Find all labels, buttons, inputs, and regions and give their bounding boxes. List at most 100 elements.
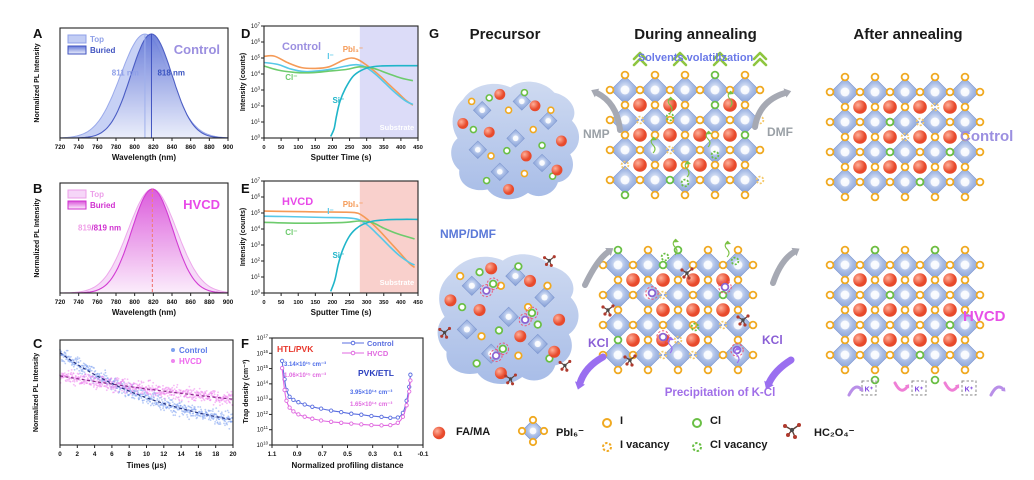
iodine-ion <box>960 192 970 202</box>
data-point <box>79 360 82 362</box>
legend-glyph <box>517 426 527 436</box>
data-point <box>93 367 95 369</box>
data-marker <box>279 365 285 371</box>
data-point <box>99 379 102 381</box>
fa-ma-cation <box>913 130 927 144</box>
data-point <box>95 388 98 391</box>
octahedron-core <box>620 85 630 95</box>
data-point <box>112 388 115 390</box>
data-point <box>72 359 75 362</box>
fit-line <box>59 375 234 400</box>
atom <box>738 322 742 326</box>
iodine-ion <box>487 152 495 160</box>
octahedron-core <box>518 98 525 105</box>
data-point <box>65 380 67 383</box>
trace-pbi3 <box>263 210 416 269</box>
chlorine-ion <box>498 344 508 354</box>
data-marker <box>349 411 354 416</box>
data-point <box>208 396 211 399</box>
atom <box>506 381 510 385</box>
data-point <box>171 411 174 414</box>
atom <box>633 354 637 358</box>
data-point <box>104 378 107 380</box>
data-point <box>194 392 197 394</box>
chlorine-ion <box>718 290 728 300</box>
data-point <box>190 391 193 394</box>
fa-ma-cation <box>853 100 867 114</box>
chlorine-vacancy <box>930 102 940 112</box>
decay-scatter-hvcd <box>59 369 234 407</box>
data-point <box>209 398 212 401</box>
data-point <box>153 402 156 405</box>
legend-top: Top <box>90 190 104 199</box>
fa-ma-cation <box>913 160 927 174</box>
iodine-ion <box>688 320 698 330</box>
iodine-ion <box>455 271 465 281</box>
x-tick-label: 18 <box>212 451 220 458</box>
data-point <box>69 380 72 383</box>
data-point <box>63 360 66 363</box>
data-point <box>104 374 106 377</box>
iodine-ion <box>520 169 529 178</box>
iodine-ion <box>605 145 615 155</box>
data-marker <box>328 419 334 424</box>
iodine-ion <box>643 365 653 375</box>
data-point <box>70 371 73 374</box>
legend-buried: Buried <box>90 46 115 55</box>
series-title: Control <box>282 41 321 53</box>
iodine-ion <box>945 117 955 127</box>
data-point <box>151 402 154 404</box>
fa-ma-cation <box>494 88 506 100</box>
data-point <box>226 423 229 426</box>
fa-ma-cation <box>883 100 897 114</box>
data-point <box>185 406 188 409</box>
data-point <box>152 381 155 384</box>
data-marker <box>339 409 344 415</box>
data-point <box>88 365 91 368</box>
data-point <box>94 377 97 380</box>
data-point <box>192 412 195 415</box>
iodine-ion <box>930 162 940 172</box>
data-point <box>124 395 127 398</box>
data-point <box>224 410 227 413</box>
iodine-ion <box>825 117 835 127</box>
data-point <box>148 389 151 392</box>
legend-label-oxalate: HC₂O₄⁻ <box>814 427 855 439</box>
iodine-ion <box>688 290 698 300</box>
data-point <box>169 394 171 396</box>
data-point <box>78 369 81 372</box>
iodine-ion <box>825 320 835 330</box>
k-plus-box <box>861 380 877 396</box>
squiggle-head <box>651 137 657 141</box>
data-point <box>113 379 116 381</box>
iodine-ion <box>975 117 985 127</box>
iodine-ion <box>975 177 985 187</box>
x-tick-label: 100 <box>293 300 303 306</box>
data-point <box>67 380 69 382</box>
iodine-ion <box>665 85 675 95</box>
data-point <box>91 365 93 368</box>
data-point <box>73 380 76 383</box>
data-point <box>115 382 118 385</box>
data-point <box>80 375 82 377</box>
octahedron-core <box>900 87 910 97</box>
iodine-ion <box>825 260 835 270</box>
data-point <box>193 410 195 413</box>
fa-ma-cation <box>943 333 957 347</box>
data-point <box>77 373 80 376</box>
y-tick-label: 1011 <box>257 425 269 434</box>
octahedron-core <box>900 147 910 157</box>
data-point <box>98 378 100 381</box>
fa-ma-cation <box>883 333 897 347</box>
chlorine-ion <box>870 245 880 255</box>
legend-top: Top <box>90 35 104 44</box>
iodine-ion <box>975 260 985 270</box>
annotation-htl-pvk: HTL/PVK <box>277 344 314 354</box>
annotation-control-htl-value: 3.14×10¹⁵ cm⁻³ <box>284 361 326 368</box>
iodine-ion <box>740 70 750 80</box>
data-point <box>96 372 99 375</box>
atom-center <box>628 358 632 362</box>
data-point <box>170 409 172 412</box>
data-point <box>156 403 159 406</box>
atom <box>630 363 634 367</box>
